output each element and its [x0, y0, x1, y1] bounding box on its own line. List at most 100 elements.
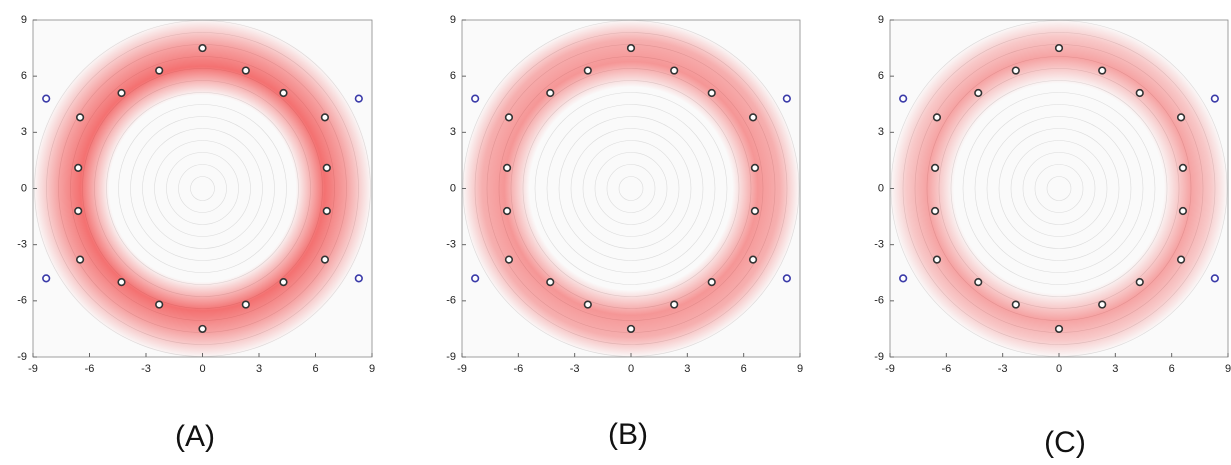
point	[279, 88, 288, 98]
point	[899, 274, 908, 283]
y-tick-label: 3	[450, 126, 456, 138]
x-tick-label: 9	[369, 363, 375, 375]
y-tick-label: 0	[450, 182, 456, 194]
y-tick-label: -6	[874, 295, 884, 307]
point	[583, 66, 592, 75]
point	[670, 300, 679, 309]
point	[1178, 163, 1188, 173]
point	[930, 163, 940, 173]
point	[1098, 66, 1107, 75]
x-tick-label: 3	[256, 363, 262, 375]
point	[932, 113, 942, 122]
point	[155, 300, 164, 309]
point	[748, 255, 758, 264]
point	[117, 278, 126, 287]
x-tick-label: 0	[628, 363, 634, 375]
y-tick-label: -3	[446, 239, 456, 251]
x-tick-label: -9	[457, 363, 467, 375]
x-tick-label: -6	[85, 363, 95, 375]
point	[626, 324, 636, 334]
point	[504, 255, 514, 264]
point	[320, 255, 330, 264]
panel-caption: (A)	[175, 420, 215, 453]
point	[974, 278, 983, 287]
x-tick-label: 3	[684, 363, 690, 375]
flow-density	[462, 19, 800, 358]
y-tick-label: 3	[21, 126, 27, 138]
point	[930, 206, 940, 216]
flow-density	[890, 19, 1228, 358]
y-tick-label: 6	[21, 70, 27, 82]
x-tick-label: 6	[741, 363, 747, 375]
point	[504, 113, 514, 122]
point	[471, 94, 480, 103]
x-tick-label: -3	[141, 363, 151, 375]
point	[74, 206, 83, 216]
x-tick-label: -3	[998, 363, 1008, 375]
x-tick-label: 0	[199, 363, 205, 375]
flow-density	[33, 19, 372, 358]
x-tick-label: 6	[312, 363, 318, 375]
point	[155, 66, 164, 75]
point	[42, 94, 51, 103]
point	[241, 300, 250, 309]
point	[1176, 113, 1186, 122]
point	[279, 278, 288, 287]
point	[748, 113, 758, 122]
x-tick-label: -9	[885, 363, 895, 375]
x-tick-label: -6	[941, 363, 951, 375]
point	[471, 274, 480, 283]
point	[75, 113, 85, 122]
x-tick-label: 0	[1056, 363, 1062, 375]
point	[1210, 274, 1219, 283]
x-tick-label: 9	[797, 363, 803, 375]
point	[899, 94, 908, 103]
x-tick-label: 6	[1169, 363, 1175, 375]
y-tick-label: 9	[21, 14, 27, 26]
point	[502, 206, 512, 216]
point	[502, 163, 512, 173]
panel-caption: (C)	[1044, 426, 1086, 459]
x-tick-label: -3	[570, 363, 580, 375]
point	[782, 94, 791, 103]
point	[670, 66, 679, 75]
point	[322, 206, 331, 216]
point	[1011, 300, 1020, 309]
point	[750, 163, 760, 173]
y-tick-label: -9	[874, 351, 884, 363]
point	[707, 88, 716, 98]
y-tick-label: -9	[17, 351, 27, 363]
y-tick-label: -3	[874, 239, 884, 251]
point	[1011, 66, 1020, 75]
point	[198, 324, 207, 334]
point	[1098, 300, 1107, 309]
y-tick-label: 3	[878, 126, 884, 138]
point	[626, 43, 636, 53]
point	[583, 300, 592, 309]
x-tick-label: 3	[1112, 363, 1118, 375]
y-tick-label: -9	[446, 351, 456, 363]
y-tick-label: 0	[878, 182, 884, 194]
point	[707, 278, 716, 287]
point	[354, 94, 363, 103]
y-tick-label: -6	[446, 295, 456, 307]
y-tick-label: 9	[450, 14, 456, 26]
y-tick-label: -3	[17, 239, 27, 251]
point	[1176, 255, 1186, 264]
point	[1135, 88, 1144, 98]
point	[75, 255, 85, 264]
point	[546, 88, 555, 98]
point	[1178, 206, 1188, 216]
panel-caption: (B)	[608, 418, 648, 451]
point	[320, 113, 330, 122]
point	[974, 88, 983, 98]
point	[1135, 278, 1144, 287]
x-tick-label: -9	[28, 363, 38, 375]
point	[241, 66, 250, 75]
point	[750, 206, 760, 216]
point	[932, 255, 942, 264]
point	[1210, 94, 1219, 103]
x-tick-label: 9	[1225, 363, 1231, 375]
y-tick-label: 9	[878, 14, 884, 26]
